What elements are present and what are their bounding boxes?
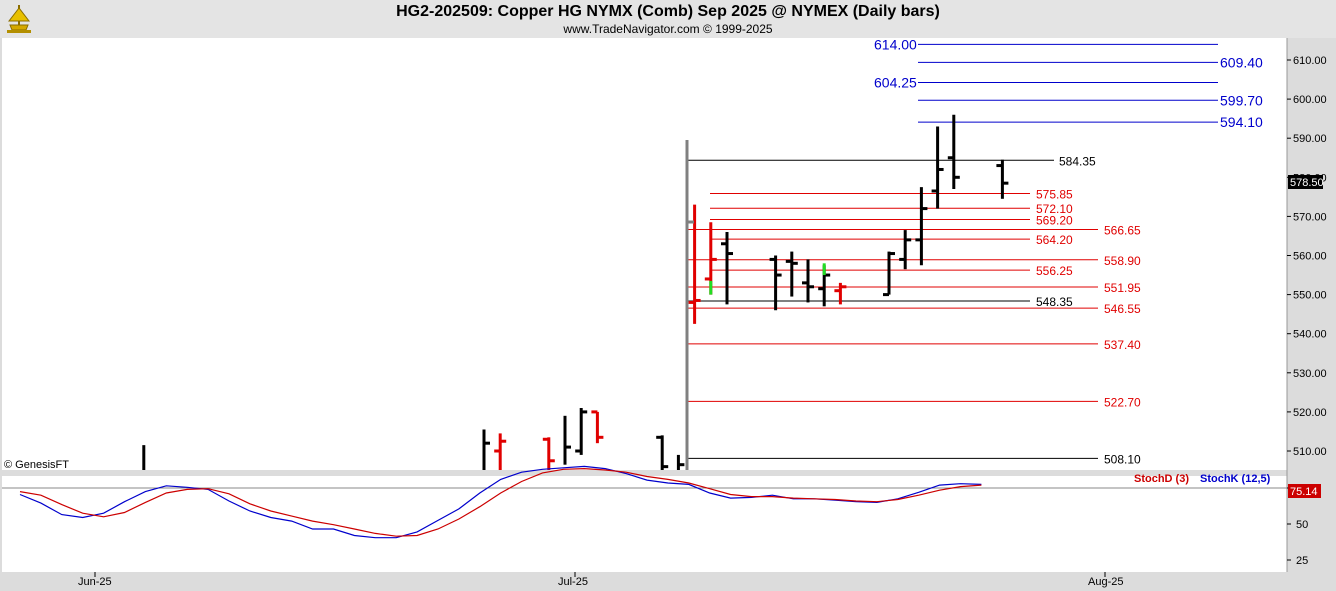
- stoch-tick-label: 50: [1296, 519, 1308, 531]
- price-tick-label: 530.00: [1293, 368, 1327, 380]
- stochk-legend: StochK (12,5): [1200, 473, 1271, 485]
- price-level-label: 558.90: [1104, 254, 1141, 268]
- trade-navigator-logo-icon: [7, 5, 31, 33]
- price-level-label: 614.00: [874, 36, 917, 52]
- price-tick-label: 600.00: [1293, 94, 1327, 106]
- stochd-line: [19, 467, 982, 537]
- price-tick-label: 540.00: [1293, 329, 1327, 341]
- price-level-label: 548.35: [1036, 295, 1073, 309]
- last-price-box: [1288, 175, 1323, 189]
- date-axis: Jun-25 Jul-25 Aug-25: [78, 572, 1123, 588]
- price-level-label: 584.35: [1059, 154, 1096, 168]
- price-tick-label: 570.00: [1293, 211, 1327, 223]
- price-level-label: 609.40: [1220, 54, 1263, 70]
- price-level-label: 564.20: [1036, 233, 1073, 247]
- stochastic-panel: [2, 476, 1287, 572]
- price-tick-label: 510.00: [1293, 446, 1327, 458]
- price-level-label: 569.20: [1036, 214, 1073, 228]
- stochd-legend: StochD (3): [1134, 473, 1189, 485]
- price-level-label: 556.25: [1036, 264, 1073, 278]
- date-tick-label: Jul-25: [558, 576, 588, 588]
- price-level-label: 604.25: [874, 74, 917, 90]
- price-tick-label: 610.00: [1293, 55, 1327, 67]
- stoch-last-label: 75.14: [1290, 486, 1318, 498]
- price-axis: 510.00 520.00 530.00 540.00 550.00 560.00 570.…: [1287, 55, 1327, 458]
- price-level-label: 522.70: [1104, 395, 1141, 409]
- price-level-label: 508.10: [1104, 452, 1141, 466]
- last-price-label: 578.50: [1290, 177, 1324, 189]
- price-level-label: 594.10: [1220, 114, 1263, 130]
- price-tick-label: 550.00: [1293, 290, 1327, 302]
- watermark: © GenesisFT: [4, 459, 69, 471]
- price-level-label: 537.40: [1104, 338, 1141, 352]
- chart-subtitle: www.TradeNavigator.com © 1999-2025: [563, 22, 773, 36]
- price-level-label: 546.55: [1104, 302, 1141, 316]
- price-panel: [2, 38, 1287, 470]
- price-tick-label: 590.00: [1293, 133, 1327, 145]
- date-tick-label: Aug-25: [1088, 576, 1123, 588]
- title-bar: [0, 0, 1336, 38]
- price-levels: 614.00 609.40 604.25 599.70 594.10 584.35 575.…: [688, 36, 1263, 466]
- stoch-last-box: [1288, 484, 1321, 498]
- price-level-label: 551.95: [1104, 281, 1141, 295]
- price-level-label: 599.70: [1220, 92, 1263, 108]
- price-tick-label: 560.00: [1293, 251, 1327, 263]
- price-level-label: 575.85: [1036, 188, 1073, 202]
- price-level-label: 572.10: [1036, 202, 1073, 216]
- price-tick-label: 520.00: [1293, 407, 1327, 419]
- chart-title: HG2-202509: Copper HG NYMX (Comb) Sep 20…: [396, 3, 940, 20]
- stoch-tick-label: 25: [1296, 555, 1308, 567]
- ohlc-bars: [142, 114, 1009, 470]
- date-tick-label: Jun-25: [78, 576, 112, 588]
- price-level-label: 566.65: [1104, 223, 1141, 237]
